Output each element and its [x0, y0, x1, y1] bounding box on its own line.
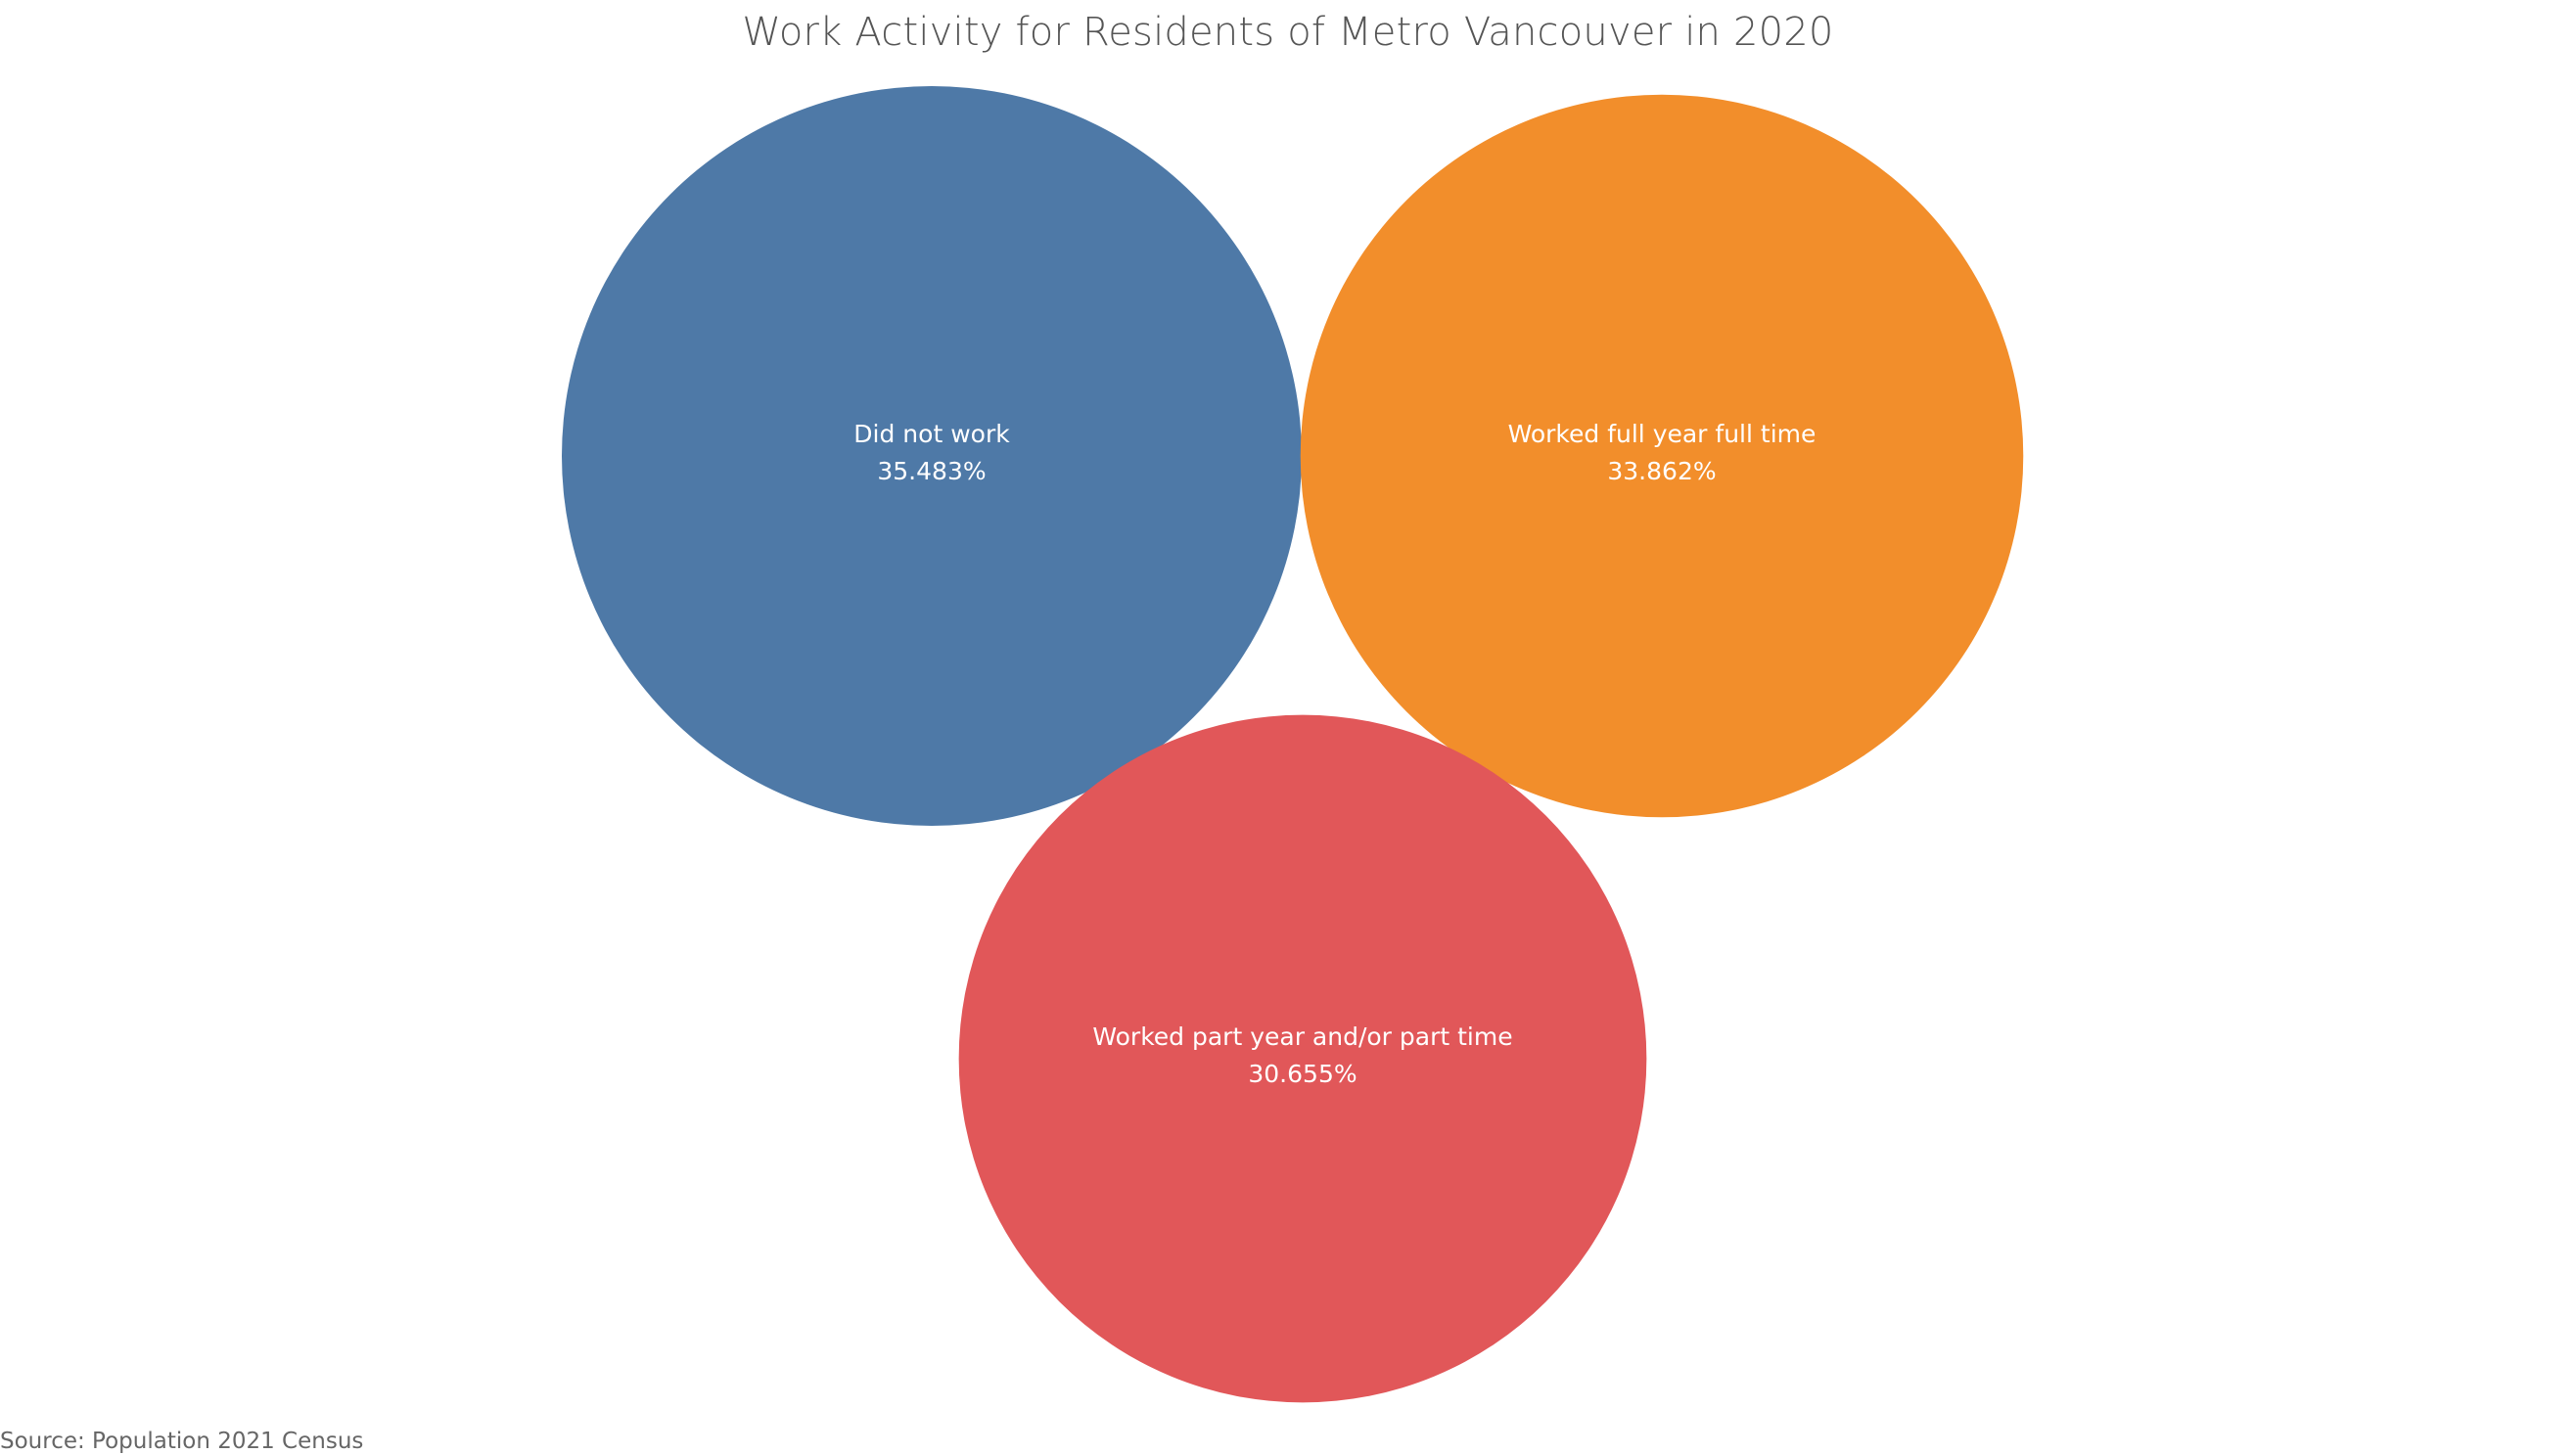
bubble-did-not-work[interactable] [562, 86, 1302, 826]
source-note: Source: Population 2021 Census [0, 1429, 364, 1454]
bubble-label-worked-part-year-and-or-part-time: Worked part year and/or part time [1092, 1022, 1512, 1051]
bubble-worked-full-year-full-time[interactable] [1300, 94, 2024, 818]
bubble-value-worked-full-year-full-time: 33.862% [1607, 457, 1716, 485]
bubble-group-did-not-work: Did not work 35.483% [562, 86, 1302, 826]
bubble-value-worked-part-year-and-or-part-time: 30.655% [1248, 1060, 1357, 1088]
chart-title: Work Activity for Residents of Metro Van… [742, 10, 1834, 55]
bubble-label-worked-full-year-full-time: Worked full year full time [1508, 420, 1817, 448]
bubble-label-did-not-work: Did not work [853, 420, 1010, 448]
bubble-worked-part-year-and-or-part-time[interactable] [958, 714, 1647, 1403]
bubble-group-worked-part-year-and-or-part-time: Worked part year and/or part time 30.655% [958, 714, 1647, 1403]
bubble-value-did-not-work: 35.483% [877, 457, 986, 485]
bubble-group-worked-full-year-full-time: Worked full year full time 33.862% [1300, 94, 2024, 818]
